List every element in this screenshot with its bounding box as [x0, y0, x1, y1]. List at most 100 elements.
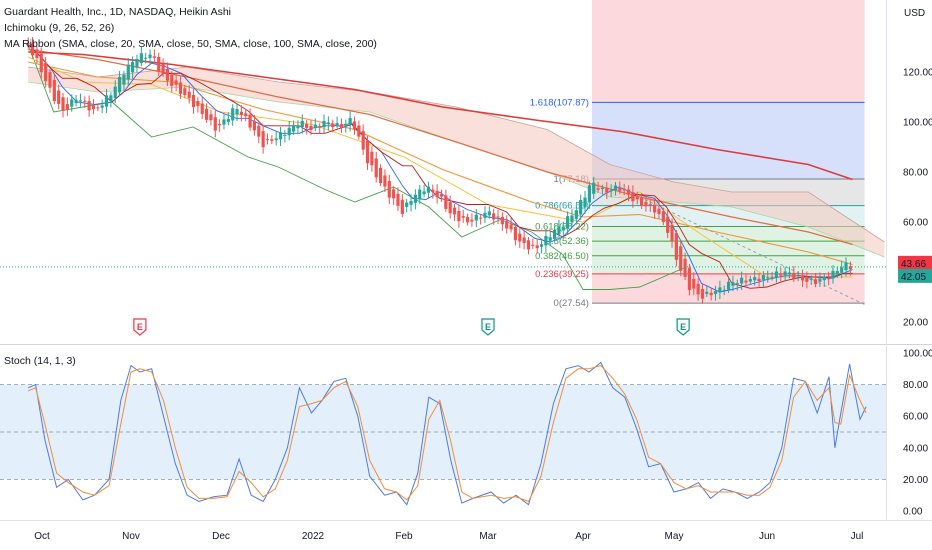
fib-zone-extension: [591, 102, 865, 180]
candle-body: [692, 278, 696, 289]
candle-body: [774, 271, 779, 278]
candle-body: [848, 266, 852, 270]
candle-body: [809, 278, 813, 280]
risk-zone-top: [591, 0, 865, 103]
stoch-legend[interactable]: Stoch (14, 1, 3): [4, 355, 76, 367]
candle-body: [30, 43, 35, 56]
fib-label-0.5: 0.5(52.36): [546, 236, 589, 247]
candle-body: [378, 167, 383, 184]
candle-body: [605, 188, 609, 193]
candle-body: [635, 196, 639, 200]
candle-body: [766, 277, 770, 279]
fib-label-1.618: 1.618(107.87): [530, 97, 589, 108]
candle-body: [509, 224, 513, 230]
earnings-marker[interactable]: E: [676, 318, 690, 336]
candle-body: [348, 118, 352, 125]
candle-body: [600, 187, 605, 190]
candle-body: [609, 190, 613, 192]
candle-body: [557, 226, 561, 235]
candle-body: [696, 283, 700, 295]
candle-body: [705, 291, 709, 294]
candle-body: [209, 114, 213, 121]
candle-body: [496, 216, 500, 218]
candle-body: [126, 64, 130, 80]
candle-body: [70, 99, 74, 107]
candle-body: [713, 291, 718, 295]
candle-body: [435, 190, 439, 198]
fib-label-0.236: 0.236(39.25): [535, 269, 589, 280]
stoch-tick: 100.00: [903, 349, 932, 360]
fib-label-0.786: 0.786(66.56): [535, 201, 589, 212]
candle-body: [26, 43, 30, 45]
candle-body: [174, 80, 178, 85]
candle-body: [552, 229, 557, 240]
candle-body: [291, 125, 296, 132]
candle-body: [244, 113, 248, 117]
candle-body: [200, 103, 204, 114]
candle-body: [144, 57, 148, 59]
earnings-marker[interactable]: E: [481, 318, 495, 336]
earnings-badge: [481, 318, 495, 336]
candle-body: [731, 282, 735, 286]
candle-body: [548, 237, 552, 241]
candle-body: [157, 56, 161, 71]
stoch-tick: 20.00: [903, 475, 928, 486]
candle-body: [613, 185, 618, 191]
earnings-marker[interactable]: E: [133, 318, 147, 336]
candle-body: [726, 281, 731, 290]
time-tick: Jun: [759, 531, 775, 542]
candle-body: [531, 244, 535, 246]
ichimoku-legend[interactable]: Ichimoku (9, 26, 52, 26): [4, 22, 115, 34]
candle-body: [104, 95, 109, 107]
time-tick: Apr: [575, 531, 591, 542]
conversion-line: [27, 44, 853, 293]
candle-body: [687, 267, 692, 291]
candle-body: [653, 204, 657, 213]
ma-ribbon-legend[interactable]: MA Ribbon (SMA, close, 20, SMA, close, 5…: [4, 38, 377, 50]
candle-body: [487, 211, 491, 216]
candle-body: [479, 217, 483, 219]
candle-body: [418, 189, 422, 199]
stoch-line-d: [28, 365, 867, 503]
candle-body: [818, 278, 822, 282]
candle-body: [639, 197, 644, 206]
candle-body: [657, 208, 661, 215]
candle-body: [305, 123, 309, 128]
candle-body: [579, 200, 583, 215]
candle-body: [383, 175, 387, 187]
time-tick: Nov: [122, 531, 140, 542]
candle-body: [709, 292, 713, 296]
candle-body: [270, 139, 274, 141]
candle-body: [239, 111, 243, 115]
candle-body: [65, 104, 69, 110]
price-badge-green-text: 42.05: [901, 272, 926, 283]
earnings-label: E: [485, 322, 491, 332]
candle-body: [661, 211, 665, 223]
candle-body: [335, 123, 339, 126]
candle-body: [400, 199, 404, 214]
candle-body: [352, 121, 357, 130]
price-badge-red-text: 43.66: [901, 259, 926, 270]
earnings-badge: [133, 318, 147, 336]
candle-body: [409, 201, 413, 205]
candle-body: [618, 187, 622, 191]
candle-body: [252, 121, 257, 131]
candle-body: [526, 240, 531, 250]
candle-body: [261, 131, 265, 148]
candle-body: [452, 207, 457, 215]
candle-body: [313, 124, 317, 128]
candle-body: [374, 158, 378, 178]
candle-body: [100, 105, 104, 108]
candle-body: [505, 220, 509, 229]
candle-body: [422, 191, 426, 195]
candle-body: [187, 91, 191, 99]
candle-body: [718, 287, 722, 293]
ma-line-sma50: [28, 61, 853, 266]
candle-body: [44, 63, 48, 82]
candle-body: [783, 271, 787, 276]
candle-body: [426, 186, 431, 193]
candle-body: [370, 151, 374, 166]
candle-body: [439, 193, 444, 197]
candle-body: [583, 197, 587, 208]
